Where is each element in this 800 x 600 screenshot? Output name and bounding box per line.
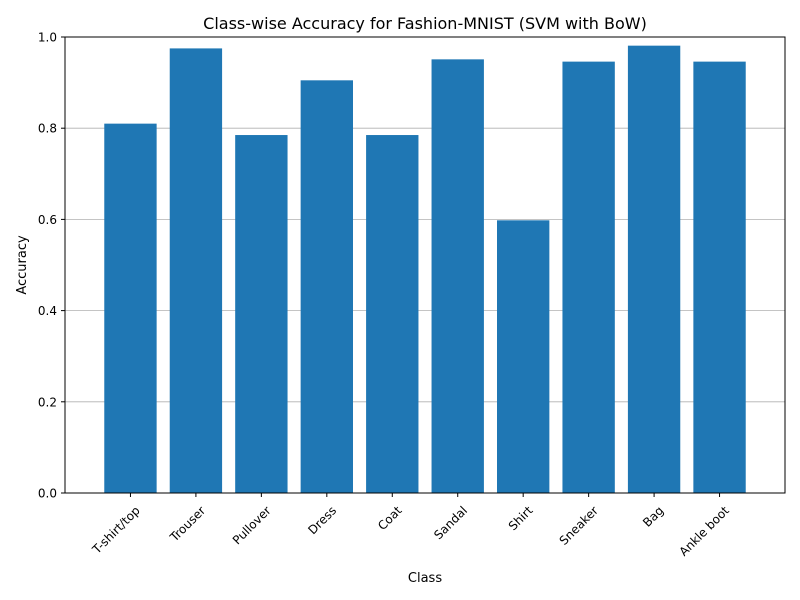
x-tick-label: Sandal: [431, 503, 470, 542]
bar-bag: [627, 45, 681, 493]
y-tick-label: 0.0: [38, 487, 57, 501]
y-tick-label: 0.2: [38, 395, 57, 409]
bar-ankle-boot: [693, 61, 746, 494]
x-tick-label: Dress: [305, 503, 339, 537]
bar-t-shirt-top: [104, 123, 157, 493]
bars: [104, 45, 746, 494]
chart-title: Class-wise Accuracy for Fashion-MNIST (S…: [203, 14, 647, 33]
y-tick-label: 0.6: [38, 213, 57, 227]
x-axis-label: Class: [408, 571, 442, 586]
bar-shirt: [497, 220, 550, 493]
bar-trouser: [169, 48, 223, 494]
y-tick-label: 0.4: [38, 304, 57, 318]
bar-sandal: [431, 59, 484, 494]
x-tick-label: Trouser: [167, 503, 209, 545]
x-tick-label: Shirt: [506, 503, 536, 533]
x-tick-label: Ankle boot: [677, 503, 733, 559]
plot-frame: [64, 36, 786, 494]
bar-dress: [300, 80, 353, 493]
x-tick-label: Bag: [640, 503, 666, 529]
axes: [64, 36, 786, 494]
x-tick-label: Sneaker: [557, 503, 601, 547]
x-tick-label: Coat: [375, 503, 405, 533]
x-tick-label: Pullover: [230, 503, 274, 547]
y-tick-label: 0.8: [38, 122, 57, 136]
y-axis-label: Accuracy: [15, 235, 30, 295]
x-axis-ticks: T-shirt/top Trouser Pullover Dress Coat Sanda…: [89, 493, 732, 559]
bar-pullover: [235, 135, 288, 494]
y-tick-label: 1.0: [38, 31, 57, 45]
bar-coat: [366, 135, 419, 494]
bar-sneaker: [562, 61, 615, 494]
x-tick-label: T-shirt/top: [89, 503, 143, 557]
y-axis-ticks: 0.0 0.2 0.4 0.6 0.8 1.0: [38, 31, 65, 501]
